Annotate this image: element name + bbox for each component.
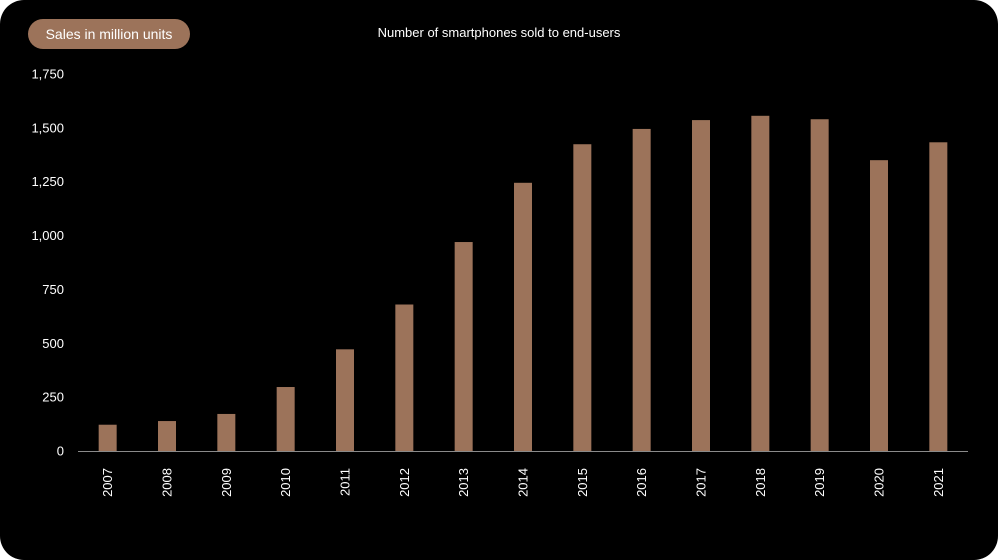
- x-tick-label: 2011: [338, 468, 353, 496]
- x-tick-label: 2009: [219, 468, 234, 497]
- bar-2009: [217, 413, 236, 451]
- bar-2017: [692, 120, 710, 451]
- x-tick-label: 2016: [634, 468, 649, 497]
- bar-2008: [158, 421, 176, 451]
- x-tick-label: 2019: [812, 468, 827, 497]
- y-tick-label: 1,500: [31, 120, 64, 135]
- bar-2021: [929, 142, 948, 451]
- bar-2018: [751, 115, 770, 451]
- bar-series: [98, 115, 948, 452]
- x-tick-label: 2014: [516, 468, 531, 497]
- x-tick-label: 2008: [160, 468, 175, 497]
- x-tick-label: 2010: [278, 468, 293, 497]
- y-tick-label: 0: [57, 444, 64, 459]
- x-tick-label: 2013: [456, 468, 471, 497]
- y-axis-ticks: 0 250 500 750 1,000 1,250 1,500 1,750: [31, 67, 64, 459]
- x-tick-label: 2017: [694, 468, 709, 497]
- y-tick-label: 750: [42, 282, 64, 297]
- bar-2010: [276, 387, 295, 451]
- y-tick-label: 500: [42, 336, 64, 351]
- x-tick-label: 2007: [100, 468, 115, 497]
- bar-2020: [870, 160, 888, 451]
- unit-label-pill: Sales in million units: [28, 19, 190, 49]
- bar-2015: [573, 144, 592, 451]
- chart-title: Number of smartphones sold to end-users: [377, 25, 621, 40]
- bar-2011: [336, 349, 354, 451]
- bar-2016: [632, 128, 651, 452]
- x-tick-label: 2018: [753, 468, 768, 497]
- bar-2007: [98, 424, 117, 451]
- x-tick-label: 2012: [397, 468, 412, 497]
- y-tick-label: 1,000: [31, 228, 64, 243]
- x-tick-label: 2021: [931, 468, 946, 497]
- bar-2014: [514, 182, 532, 451]
- x-axis-ticks: 2007 2008 2009 2010 2011 2012 2013 2014 2015 2016…: [100, 468, 946, 497]
- y-tick-label: 1,750: [31, 67, 64, 82]
- y-tick-label: 250: [42, 390, 64, 405]
- x-tick-label: 2015: [575, 468, 590, 497]
- y-tick-label: 1,250: [31, 174, 64, 189]
- x-tick-label: 2020: [872, 468, 887, 497]
- bar-2019: [810, 119, 829, 452]
- bar-2013: [454, 242, 473, 451]
- bar-2012: [395, 304, 414, 451]
